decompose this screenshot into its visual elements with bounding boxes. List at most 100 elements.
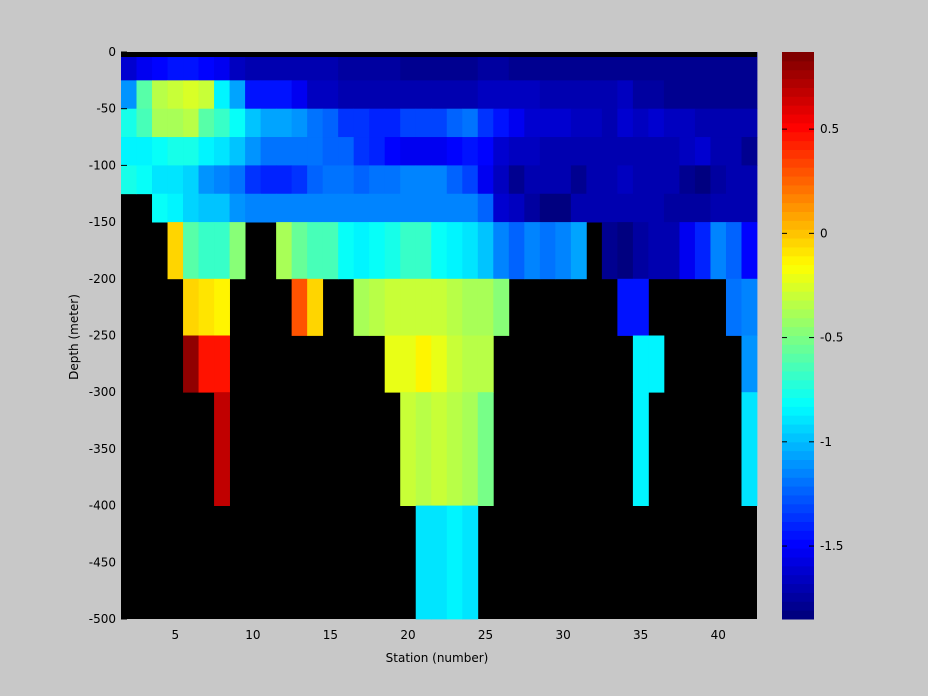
heatmap-cell	[384, 278, 401, 336]
heatmap-cell	[617, 137, 634, 166]
heatmap-cell	[725, 222, 742, 280]
heatmap-cell	[493, 222, 510, 280]
heatmap-cell	[136, 80, 153, 110]
heatmap-cell	[322, 193, 339, 223]
heatmap-cell	[632, 80, 649, 110]
heatmap-cell	[477, 222, 494, 280]
colorbar-swatch	[782, 548, 814, 558]
heatmap-cell	[400, 222, 417, 280]
heatmap-cell	[477, 392, 494, 506]
heatmap-cell	[400, 392, 417, 506]
heatmap-cell	[570, 193, 587, 223]
heatmap-cell	[400, 80, 417, 110]
heatmap-cell	[260, 193, 277, 223]
heatmap-cell	[214, 108, 230, 138]
colorbar-ticks: 0.5 0 -0.5 -1 -1.5	[782, 122, 843, 553]
heatmap-cell	[136, 108, 153, 138]
heatmap-cell	[369, 278, 386, 336]
y-tick-label: -100	[89, 158, 116, 172]
colorbar-swatch	[782, 556, 814, 567]
colorbar-swatch	[782, 512, 814, 523]
heatmap-cell	[276, 80, 293, 110]
heatmap-cell	[477, 108, 494, 138]
heatmap-cell	[539, 165, 556, 195]
heatmap-cell	[710, 108, 727, 138]
heatmap-cell	[322, 137, 339, 166]
heatmap-cell	[322, 222, 339, 280]
heatmap-cell	[369, 193, 386, 223]
heatmap-cell	[260, 137, 277, 166]
colorbar-swatch	[782, 176, 814, 186]
heatmap-cell	[198, 137, 215, 166]
heatmap-cell	[477, 335, 494, 393]
colorbar-swatch	[782, 229, 814, 239]
heatmap-cell	[260, 108, 277, 138]
heatmap-cell	[121, 165, 137, 195]
heatmap-cell	[632, 335, 649, 393]
heatmap-cell	[245, 80, 262, 110]
colorbar-swatch	[782, 539, 814, 549]
heatmap-cell	[508, 165, 525, 195]
heatmap-cell	[198, 108, 215, 138]
heatmap-cell	[741, 278, 758, 336]
heatmap-cell	[632, 137, 649, 166]
heatmap-cell	[214, 165, 230, 195]
heatmap-cell	[493, 278, 510, 336]
heatmap-cell	[198, 165, 215, 195]
heatmap-cell	[446, 392, 463, 506]
x-axis-ticks: 5 10 15 20 25 30 35 40	[171, 613, 726, 642]
y-tick-label: -150	[89, 215, 116, 229]
heatmap-cell	[214, 52, 230, 81]
heatmap-cell	[338, 108, 355, 138]
heatmap-cell	[291, 137, 308, 166]
heatmap-cell	[493, 108, 510, 138]
heatmap-cell	[152, 80, 168, 110]
heatmap-cell	[322, 80, 339, 110]
colorbar-swatch	[782, 530, 814, 540]
colorbar-swatch	[782, 574, 814, 585]
heatmap-cell	[601, 193, 618, 223]
heatmap-cell	[415, 108, 432, 138]
heatmap-cell	[291, 52, 308, 81]
heatmap-cell	[679, 193, 696, 223]
heatmap-cell	[555, 108, 572, 138]
heatmap-cell	[679, 108, 696, 138]
heatmap-cell	[741, 392, 758, 506]
heatmap-cell	[338, 222, 355, 280]
heatmap-cell	[570, 137, 587, 166]
colorbar-swatch	[782, 238, 814, 248]
heatmap-cell	[307, 52, 324, 81]
heatmap-cell	[322, 165, 339, 195]
heatmap-cell	[400, 52, 417, 81]
heatmap-cell	[214, 193, 230, 223]
heatmap-cell	[384, 108, 401, 138]
y-tick-label: -400	[89, 499, 116, 513]
colorbar-swatch	[782, 326, 814, 336]
colorbar-swatch	[782, 60, 814, 71]
heatmap-cell	[167, 193, 184, 223]
heatmap-cell	[477, 137, 494, 166]
heatmap-cell	[679, 137, 696, 166]
heatmap-cell	[307, 137, 324, 166]
heatmap-cell	[353, 80, 370, 110]
colorbar-swatch	[782, 291, 814, 301]
heatmap-cell	[291, 108, 308, 138]
heatmap-cell	[384, 335, 401, 393]
heatmap-cell	[431, 165, 448, 195]
heatmap-cell	[632, 392, 649, 506]
heatmap-cell	[725, 108, 742, 138]
colorbar-tick-label: -1.5	[820, 539, 843, 553]
x-tick-label: 10	[245, 628, 260, 642]
heatmap-cell	[276, 52, 293, 81]
heatmap-cell	[632, 108, 649, 138]
heatmap-cell	[415, 392, 432, 506]
heatmap-cell	[183, 222, 199, 280]
heatmap-cell	[431, 193, 448, 223]
heatmap-cell	[198, 80, 215, 110]
heatmap-cell	[493, 165, 510, 195]
heatmap-cell	[601, 52, 618, 81]
heatmap-cell	[446, 137, 463, 166]
heatmap-cell	[710, 222, 727, 280]
heatmap-cell	[648, 80, 665, 110]
heatmap-cell	[152, 137, 168, 166]
